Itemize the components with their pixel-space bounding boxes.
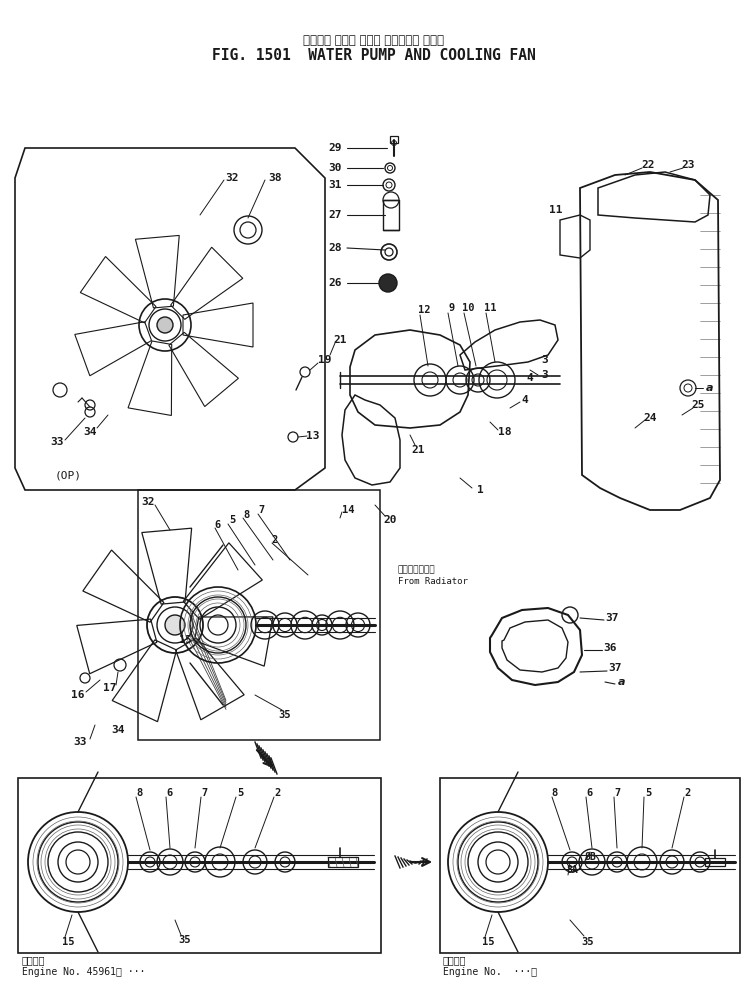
Text: 8A: 8A [566,865,578,875]
Text: 27: 27 [328,210,342,220]
Text: 34: 34 [83,427,96,437]
Bar [390,136,398,143]
Text: 5: 5 [229,515,235,525]
Circle shape [157,317,173,333]
Text: 6: 6 [215,520,221,530]
Text: 7: 7 [615,788,621,798]
Text: 適用号索: 適用号索 [443,955,467,965]
Text: 38: 38 [269,173,282,183]
Text: 15: 15 [179,635,191,645]
Text: 35: 35 [279,710,291,720]
Text: 10: 10 [462,303,474,313]
Text: 7: 7 [202,788,208,798]
Text: 6: 6 [587,788,593,798]
Text: 34: 34 [111,725,125,735]
Text: FIG. 1501  WATER PUMP AND COOLING FAN: FIG. 1501 WATER PUMP AND COOLING FAN [212,48,536,64]
Text: ウォータ ポンプ および クーリング ファン: ウォータ ポンプ および クーリング ファン [304,33,444,46]
Text: 30: 30 [328,163,342,173]
Text: 37: 37 [608,663,622,673]
Text: 9: 9 [449,303,455,313]
Text: 6: 6 [167,788,173,798]
Text: 36: 36 [603,643,617,653]
Text: 20: 20 [383,515,396,525]
Text: (OP): (OP) [55,470,82,480]
Bar [18,778,381,953]
Text: 8: 8 [552,788,558,798]
Text: 21: 21 [411,445,425,455]
Text: 15: 15 [482,937,494,947]
Text: 2: 2 [685,788,691,798]
Text: 14: 14 [342,505,355,515]
Text: 5: 5 [237,788,243,798]
Text: 33: 33 [73,737,87,747]
Text: Engine No.  ···～: Engine No. ···～ [443,967,537,977]
Text: 26: 26 [328,278,342,288]
Text: 5: 5 [645,788,651,798]
Text: 12: 12 [417,305,430,315]
Text: 7: 7 [259,505,265,515]
Text: 2: 2 [275,788,281,798]
Text: 11: 11 [484,303,496,313]
Text: 8B: 8B [584,852,596,862]
Text: 3: 3 [542,355,548,365]
Text: 3: 3 [542,370,548,380]
Text: 11: 11 [549,205,562,215]
Text: 21: 21 [334,335,347,345]
Text: 23: 23 [681,160,695,170]
Text: 25: 25 [691,400,705,410]
Text: 適用号码: 適用号码 [22,955,46,965]
Bar [440,778,740,953]
Text: 35: 35 [582,937,594,947]
Text: 13: 13 [306,431,319,441]
Bar [328,857,358,867]
Text: Engine No. 45961～ ···: Engine No. 45961～ ··· [22,967,145,977]
Text: 28: 28 [328,243,342,253]
Text: 19: 19 [318,355,332,365]
Text: 8: 8 [244,510,250,520]
Text: 32: 32 [141,497,155,507]
Text: ラジエータから: ラジエータから [398,565,435,574]
Text: a: a [619,677,626,687]
Text: 17: 17 [103,683,117,693]
Text: 4: 4 [527,373,533,383]
Text: 24: 24 [643,413,657,423]
Text: 29: 29 [328,143,342,153]
Text: 4: 4 [521,395,528,405]
Circle shape [379,274,397,292]
Bar [383,200,399,230]
Text: 31: 31 [328,180,342,190]
Text: 37: 37 [605,613,619,623]
Text: 2: 2 [272,535,278,545]
Text: a: a [706,383,714,393]
Text: 15: 15 [62,937,74,947]
Text: 16: 16 [71,690,85,700]
Text: 33: 33 [50,437,64,447]
Text: 22: 22 [641,160,654,170]
Text: 8: 8 [137,788,143,798]
Text: From Radiator: From Radiator [398,577,468,587]
Text: 32: 32 [225,173,239,183]
Circle shape [165,615,185,635]
Text: 1: 1 [476,485,483,495]
Bar [705,858,725,866]
Text: 18: 18 [498,427,512,437]
Text: 35: 35 [179,935,191,945]
